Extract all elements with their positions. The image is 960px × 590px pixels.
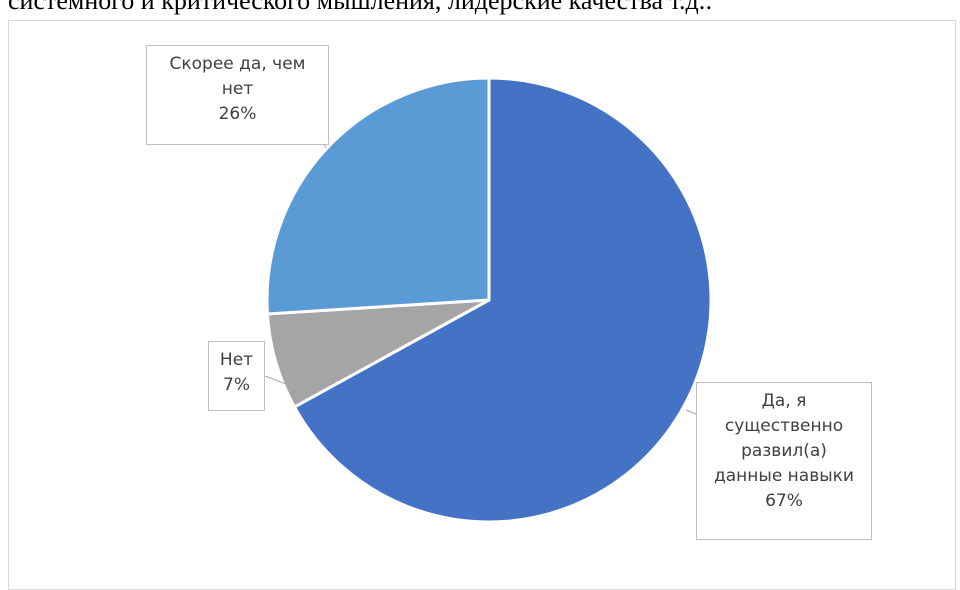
- data-label-text: существенно: [724, 416, 844, 436]
- data-label-percent: 26%: [218, 104, 257, 124]
- data-label-rather-yes: Скорее да, чем нет 26%: [146, 45, 329, 145]
- leader-line-no: [264, 375, 297, 389]
- data-label-percent: 7%: [223, 375, 250, 395]
- data-label-yes: Да, я существенно развил(а) данные навыки 67…: [696, 382, 872, 540]
- leader-line-yes: [685, 409, 697, 415]
- data-label-text: нет: [221, 79, 254, 99]
- data-label-text: Скорее да, чем: [169, 54, 306, 74]
- document-text-above-chart: системного и критического мышления, лиде…: [8, 0, 713, 15]
- pie-slice-rather-yes: [265, 76, 491, 316]
- data-label-text: Да, я: [761, 391, 807, 411]
- pie-slice-yes: [292, 76, 713, 524]
- data-label-text: Нет: [219, 350, 254, 370]
- data-label-text: развил(а): [741, 441, 827, 461]
- data-label-percent: 67%: [765, 491, 803, 511]
- data-label-text: данные навыки: [714, 466, 854, 486]
- data-label-no: Нет 7%: [208, 341, 265, 411]
